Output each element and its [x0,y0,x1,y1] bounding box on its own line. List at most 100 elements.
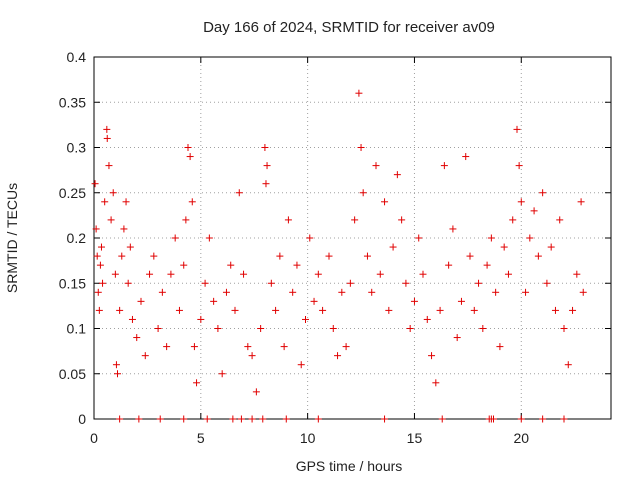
data-point [122,198,130,206]
data-point [368,288,376,296]
data-point [517,198,525,206]
data-point [490,415,497,423]
data-point [306,234,314,242]
data-point [342,343,350,351]
data-point [235,189,243,197]
data-point [302,315,309,323]
x-tick-label: 15 [407,430,423,446]
data-point [111,270,119,278]
data-point [470,306,478,314]
data-point [509,216,517,224]
x-axis-label: GPS time / hours [296,458,403,474]
y-tick-label: 0.4 [67,49,87,65]
data-point [432,379,440,387]
data-point [297,361,305,369]
x-tick-label: 10 [300,430,316,446]
data-point [109,189,117,197]
data-point [262,180,270,188]
data-point [530,207,538,215]
data-point [280,343,288,351]
x-tick-label: 20 [513,430,529,446]
data-point [479,325,487,332]
data-point [158,288,166,296]
data-point [163,343,171,351]
data-point [231,306,239,314]
y-tick-label: 0.15 [59,275,86,291]
data-point [329,325,337,332]
data-point [188,198,196,206]
data-point [118,252,126,260]
data-point [101,198,109,206]
data-point [556,216,564,224]
data-point [428,352,436,360]
data-point [107,216,115,224]
data-point [227,261,235,269]
data-point [359,189,367,197]
data-point [389,243,397,251]
data-point [419,270,427,278]
data-point [496,343,504,351]
data-point [440,162,448,170]
data-point [398,216,406,224]
data-point [214,325,222,332]
data-point [248,415,256,423]
data-point [94,288,102,296]
data-point [167,270,175,278]
data-point [457,297,465,305]
data-point [334,352,342,360]
data-point [310,297,318,305]
data-point [539,189,547,197]
data-point [466,252,474,260]
data-point [293,261,301,269]
data-point [560,415,568,423]
data-point [325,252,333,260]
data-point [462,153,470,161]
data-point [372,162,380,170]
data-point [272,306,280,314]
data-point [381,415,389,423]
data-point [124,279,132,287]
data-point [564,361,572,369]
data-point [116,306,124,314]
data-point [210,297,218,305]
data-point [363,252,371,260]
data-point [91,180,99,188]
data-point [96,261,104,269]
data-point [150,252,158,260]
data-point [453,334,461,342]
data-point [338,288,346,296]
data-point [577,198,585,206]
data-point [180,415,188,423]
data-point [376,270,384,278]
data-point [346,279,354,287]
data-point [114,370,121,378]
data-point [267,279,275,287]
data-point [551,306,559,314]
y-tick-label: 0 [78,411,86,427]
chart-title: Day 166 of 2024, SRMTID for receiver av0… [203,19,495,36]
data-point [141,352,149,360]
data-point [99,279,107,287]
data-point [406,325,414,332]
y-tick-label: 0.05 [59,366,86,382]
plot-frame [93,56,612,420]
data-point [240,270,248,278]
data-point [436,306,444,314]
data-point [355,89,363,97]
data-point [534,252,542,260]
data-point [539,415,547,423]
data-point [156,415,164,423]
data-point [154,325,162,332]
data-point [393,171,401,179]
y-tick-label: 0.25 [59,185,86,201]
data-point [112,361,120,369]
data-point [314,270,322,278]
data-point [569,306,577,314]
data-point [492,288,500,296]
data-point [95,306,103,314]
data-point [547,243,555,251]
data-point [135,415,143,423]
data-point [184,144,192,151]
data-point [197,315,205,323]
